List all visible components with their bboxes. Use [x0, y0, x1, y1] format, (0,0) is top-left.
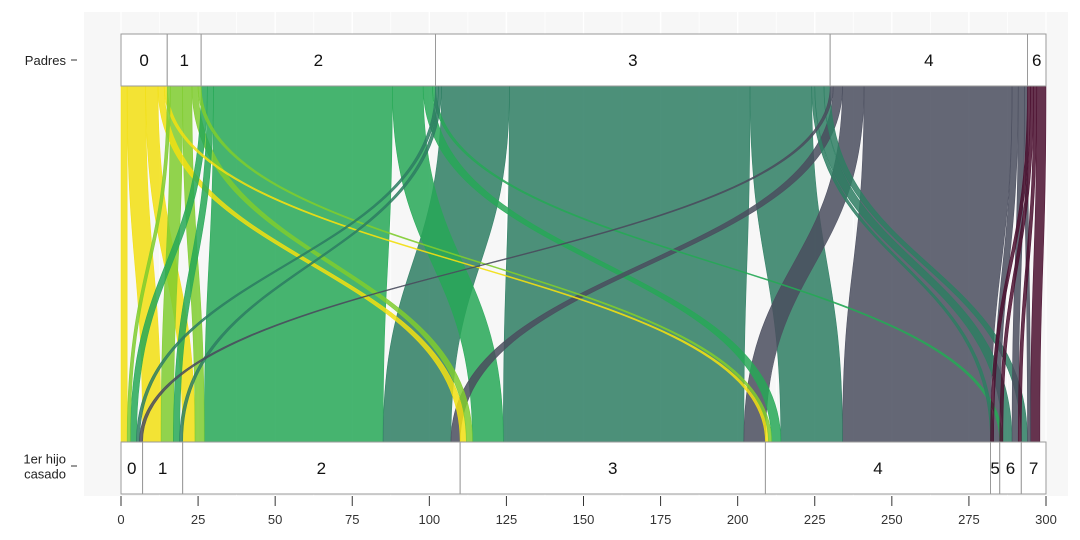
- bottom-stratum-label-0: 0: [127, 459, 136, 478]
- flows: [120, 85, 1047, 443]
- top-stratum-label-2: 2: [314, 51, 323, 70]
- bottom-stratum-label-5: 5: [990, 459, 999, 478]
- bottom-stratum-1: [142, 441, 184, 495]
- bottom-stratum-label-7: 7: [1029, 459, 1038, 478]
- bottom-stratum-2: [182, 441, 461, 495]
- bottom-stratum-label-6: 6: [1006, 459, 1015, 478]
- top-stratum-3: [435, 33, 831, 87]
- top-stratum-label-3: 3: [628, 51, 637, 70]
- top-stratum-label-4: 4: [924, 51, 933, 70]
- top-stratum-4: [829, 33, 1029, 87]
- flow-0-to-0: [120, 85, 128, 443]
- x-tick-label-225: 225: [804, 512, 826, 527]
- x-tick-label-200: 200: [727, 512, 749, 527]
- y-axis-label-0: Padres: [25, 53, 67, 68]
- top-stratum-label-1: 1: [179, 51, 188, 70]
- flow-2-to-2: [203, 85, 393, 443]
- bottom-stratum-4: [764, 441, 992, 495]
- bottom-stratum-label-2: 2: [317, 459, 326, 478]
- x-tick-label-250: 250: [881, 512, 903, 527]
- x-tick-label-150: 150: [573, 512, 595, 527]
- x-tick-label-175: 175: [650, 512, 672, 527]
- bottom-stratum-label-1: 1: [158, 459, 167, 478]
- top-stratum-6: [1027, 33, 1047, 87]
- x-tick-label-100: 100: [418, 512, 440, 527]
- strata: 0 1 2 3 4 60 1 2 3 4 5 6 7: [120, 33, 1047, 495]
- x-tick-label-0: 0: [117, 512, 124, 527]
- bottom-stratum-label-3: 3: [608, 459, 617, 478]
- x-tick-label-275: 275: [958, 512, 980, 527]
- top-stratum-label-0: 0: [139, 51, 148, 70]
- bottom-stratum-7: [1020, 441, 1047, 495]
- x-tick-label-125: 125: [496, 512, 518, 527]
- y-axis-label-1: 1er hijo casado: [23, 452, 66, 482]
- x-tick-label-75: 75: [345, 512, 359, 527]
- bottom-stratum-label-4: 4: [873, 459, 882, 478]
- x-tick-label-50: 50: [268, 512, 282, 527]
- x-tick-label-300: 300: [1035, 512, 1057, 527]
- top-stratum-label-6: 6: [1032, 51, 1041, 70]
- x-tick-label-25: 25: [191, 512, 205, 527]
- flow-3-to-3: [503, 85, 751, 443]
